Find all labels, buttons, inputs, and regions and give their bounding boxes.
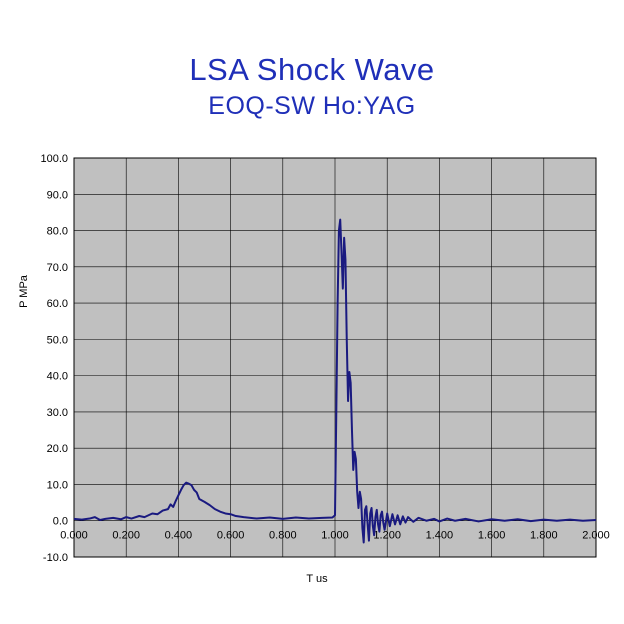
y-axis-ticks: 100.0 90.0 80.0 70.0 60.0 50.0 40.0 30.0 20.0 10.… <box>40 153 68 564</box>
y-tick-label: 90.0 <box>47 189 68 201</box>
x-tick-label: 0.600 <box>217 530 245 542</box>
y-tick-label: 60.0 <box>47 298 68 310</box>
y-tick-label: 40.0 <box>47 371 68 383</box>
y-tick-label: 0.0 <box>53 516 68 528</box>
y-axis-label: P MPa <box>18 274 30 308</box>
y-tick-label: 100.0 <box>40 153 68 165</box>
grid-lines <box>74 158 596 557</box>
chart-subtitle: EOQ-SW Ho:YAG <box>208 92 416 120</box>
y-tick-label: 30.0 <box>47 407 68 419</box>
x-tick-label: 2.000 <box>582 530 610 542</box>
y-tick-label: 10.0 <box>47 479 68 491</box>
x-tick-label: 0.400 <box>165 530 193 542</box>
x-axis-ticks: 0.000 0.200 0.400 0.600 0.800 1.000 1.200 1.400… <box>60 530 610 542</box>
y-tick-label: -10.0 <box>43 552 68 564</box>
x-tick-label: 0.200 <box>112 530 140 542</box>
x-tick-label: 1.200 <box>373 530 401 542</box>
x-tick-label: 0.800 <box>269 530 297 542</box>
chart-title: LSA Shock Wave <box>189 52 435 87</box>
y-tick-label: 20.0 <box>47 443 68 455</box>
x-tick-label: 1.400 <box>426 530 454 542</box>
y-tick-label: 70.0 <box>47 262 68 274</box>
x-tick-label: 0.000 <box>60 530 88 542</box>
series-line <box>73 218 597 544</box>
x-tick-label: 1.800 <box>530 530 558 542</box>
y-tick-label: 80.0 <box>47 226 68 238</box>
y-tick-label: 50.0 <box>47 334 68 346</box>
x-axis-label: T us <box>306 573 328 585</box>
x-tick-label: 1.600 <box>478 530 506 542</box>
x-tick-label: 1.000 <box>321 530 349 542</box>
